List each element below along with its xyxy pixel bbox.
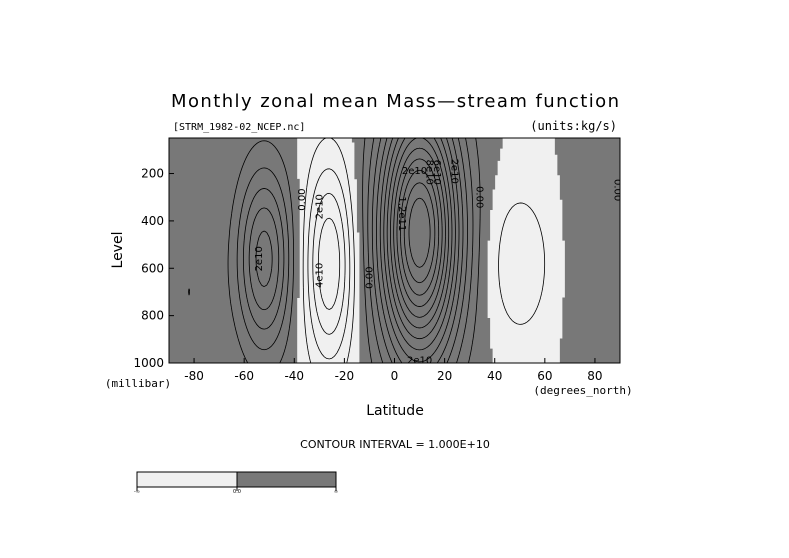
x-axis-title: Latitude: [366, 403, 424, 419]
x-tick-label: 40: [487, 369, 502, 383]
contour-positive: [396, 158, 443, 307]
contour-label: 0.00: [364, 267, 375, 289]
contour-label: 2e10: [402, 166, 427, 177]
contour-label: 2e10: [449, 159, 460, 184]
units-label: (units:kg/s): [530, 119, 617, 133]
x-unit-label: (degrees_north): [533, 384, 632, 397]
contour-positive: [248, 138, 464, 363]
x-tick-label: -20: [335, 369, 355, 383]
contour-negative: [312, 192, 346, 335]
x-tick-label: 60: [537, 369, 552, 383]
x-tick-label: 0: [391, 369, 399, 383]
contour-positive: [242, 138, 468, 363]
contour-label: 4e10: [314, 263, 325, 288]
colorbar-negative-bin: [136, 471, 238, 488]
contour-positive: [188, 138, 481, 363]
contour-positive: [386, 138, 453, 340]
contour-positive: [255, 138, 460, 363]
contour-positive: [236, 138, 474, 363]
y-tick-label: 1000: [133, 356, 164, 370]
y-tick-label: 600: [141, 261, 164, 275]
colorbar-label-max: ∞: [334, 489, 338, 495]
contour-label: 0.00: [297, 188, 308, 210]
colorbar-label-zero: 0.0: [233, 489, 241, 495]
contour-positive: [403, 182, 436, 284]
x-axis-ticks: -80 -60 -40 -20 0 20 40 60 80: [184, 358, 603, 383]
contour-positive: [390, 138, 450, 329]
y-axis-ticks: 200 400 600 800 1000: [133, 167, 174, 370]
contour-label: 0.00: [474, 186, 485, 208]
y-tick-label: 400: [141, 214, 164, 228]
contour-positive: [383, 138, 456, 351]
colorbar: -∞ 0.0 ∞: [134, 471, 338, 495]
contour-positive: [393, 147, 446, 318]
y-unit-label: (millibar): [105, 377, 171, 390]
x-tick-label: 80: [587, 369, 602, 383]
contour-positive: [408, 197, 431, 268]
contour-label: 2e10: [254, 246, 265, 271]
contour-negative: [302, 138, 546, 363]
y-axis-title: Level: [110, 232, 126, 269]
contour-interval-label: CONTOUR INTERVAL = 1.000E+10: [300, 438, 490, 451]
contour-label: 8e10: [424, 160, 435, 185]
colorbar-positive-bin: [236, 471, 337, 488]
contour-label: 1.2e11: [396, 196, 407, 231]
contour-label: 2e10: [407, 356, 432, 367]
contour-label: 2e10: [314, 194, 325, 219]
x-tick-label: -80: [184, 369, 204, 383]
source-file-label: [STRM_1982-02_NCEP.nc]: [173, 122, 305, 133]
contour-negative: [317, 217, 341, 310]
plot-area: [169, 138, 620, 363]
x-tick-label: -60: [234, 369, 254, 383]
x-tick-label: -40: [284, 369, 304, 383]
x-tick-label: 20: [437, 369, 452, 383]
contour-positive: [400, 169, 440, 296]
y-tick-label: 200: [141, 167, 164, 181]
contour-label: 0.00: [612, 179, 623, 201]
y-tick-label: 800: [141, 309, 164, 323]
chart-title: Monthly zonal mean Mass—stream function: [171, 91, 619, 112]
contour-label: 6e10: [431, 160, 442, 185]
contour-negative: [307, 168, 351, 360]
colorbar-label-min: -∞: [134, 489, 140, 495]
